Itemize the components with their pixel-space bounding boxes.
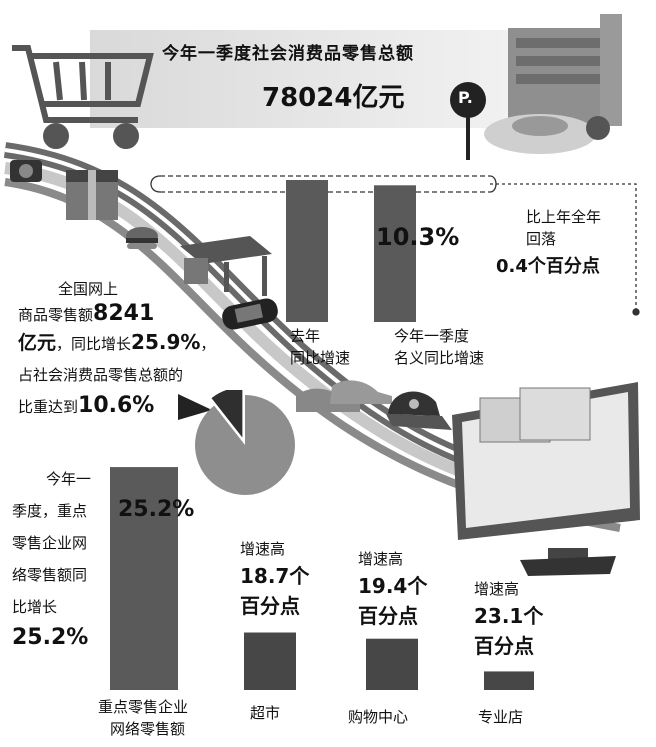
this-quarter-value: 10.3%: [376, 223, 460, 251]
specialty-label: 专业店: [478, 708, 524, 726]
specialty-prefix: 增速高: [474, 580, 520, 598]
decline-note-1: 比上年全年: [526, 208, 602, 226]
mall-unit: 百分点: [358, 604, 418, 628]
desk-icon: [180, 236, 272, 296]
key-retail-line-5: 比增长: [12, 598, 58, 616]
online-line-1: 全国网上: [58, 280, 119, 298]
specialty-value: 23.1个: [474, 604, 544, 628]
header-band: [90, 30, 560, 128]
baseball-cap-icon: [386, 391, 452, 430]
online-comma: ，: [200, 335, 216, 353]
online-line-2-text: 商品零售额: [18, 306, 94, 324]
supermarket-label: 超市: [250, 704, 281, 722]
online-unit: 亿元: [18, 332, 57, 354]
this-quarter-growth-bar: [374, 185, 416, 322]
online-share-value: 10.6%: [78, 393, 155, 418]
pie-pointer: [178, 394, 212, 420]
key-retail-line-3: 零售企业网: [12, 534, 88, 552]
key-retail-line-1: 今年一: [46, 470, 92, 488]
mall-label: 购物中心: [348, 708, 409, 726]
parking-sign-icon: [450, 82, 486, 160]
online-share-text: 比重达到: [18, 398, 79, 416]
last-year-growth-bar: [286, 179, 328, 322]
online-line-4: 占社会消费品零售总额的: [18, 366, 184, 384]
key-retail-bar-label-2: 网络零售额: [110, 720, 186, 738]
shopping-mall-icon: [484, 14, 622, 154]
pie-slice-online: [211, 390, 243, 438]
sneaker-icon: [296, 380, 392, 412]
specialty-store-bar: [484, 671, 534, 690]
header-total: 78024亿元: [262, 83, 405, 113]
last-year-label-1: 去年: [290, 327, 321, 345]
header-title: 今年一季度社会消费品零售总额: [162, 44, 414, 64]
parking-sign-label: P.: [458, 88, 473, 107]
this-quarter-label-1: 今年一季度: [394, 327, 470, 345]
game-console-icon: [222, 298, 278, 330]
online-line-3: 亿元，同比增长25.9%，: [18, 330, 215, 356]
gift-box-icon: [66, 170, 118, 220]
supermarket-unit: 百分点: [240, 594, 300, 618]
online-share-pie: [195, 390, 295, 495]
supermarket-value: 18.7个: [240, 564, 310, 588]
key-retail-bar-value: 25.2%: [118, 497, 195, 522]
online-line-2: 商品零售额8241: [18, 300, 154, 328]
burger-icon: [126, 227, 158, 249]
mall-prefix: 增速高: [358, 550, 404, 568]
online-sales-value: 8241: [93, 301, 155, 326]
supermarket-prefix: 增速高: [240, 540, 286, 558]
key-retail-line-6: 25.2%: [12, 625, 89, 650]
key-retail-online-bar: [110, 467, 178, 690]
mall-bar: [366, 638, 418, 690]
decline-note-3: 0.4个百分点: [496, 256, 600, 277]
key-retail-line-4: 络零售额同: [12, 566, 88, 584]
online-growth-text: ，同比增长: [56, 335, 132, 353]
decline-note-2: 回落: [526, 230, 557, 248]
online-growth-value: 25.9%: [131, 330, 201, 354]
camera-icon: [10, 160, 42, 182]
supermarket-bar: [244, 632, 296, 690]
key-retail-line-2: 季度，重点: [12, 502, 88, 520]
key-retail-bar-label-1: 重点零售企业: [98, 698, 189, 716]
pie-slice-other: [195, 395, 295, 495]
online-line-5: 比重达到10.6%: [18, 392, 154, 420]
last-year-label-2: 同比增速: [290, 349, 351, 367]
this-quarter-label-2: 名义同比增速: [394, 349, 485, 367]
mall-value: 19.4个: [358, 574, 428, 598]
monitor-icon: [452, 382, 640, 576]
shopping-cart-icon: [12, 45, 154, 149]
specialty-unit: 百分点: [474, 634, 534, 658]
